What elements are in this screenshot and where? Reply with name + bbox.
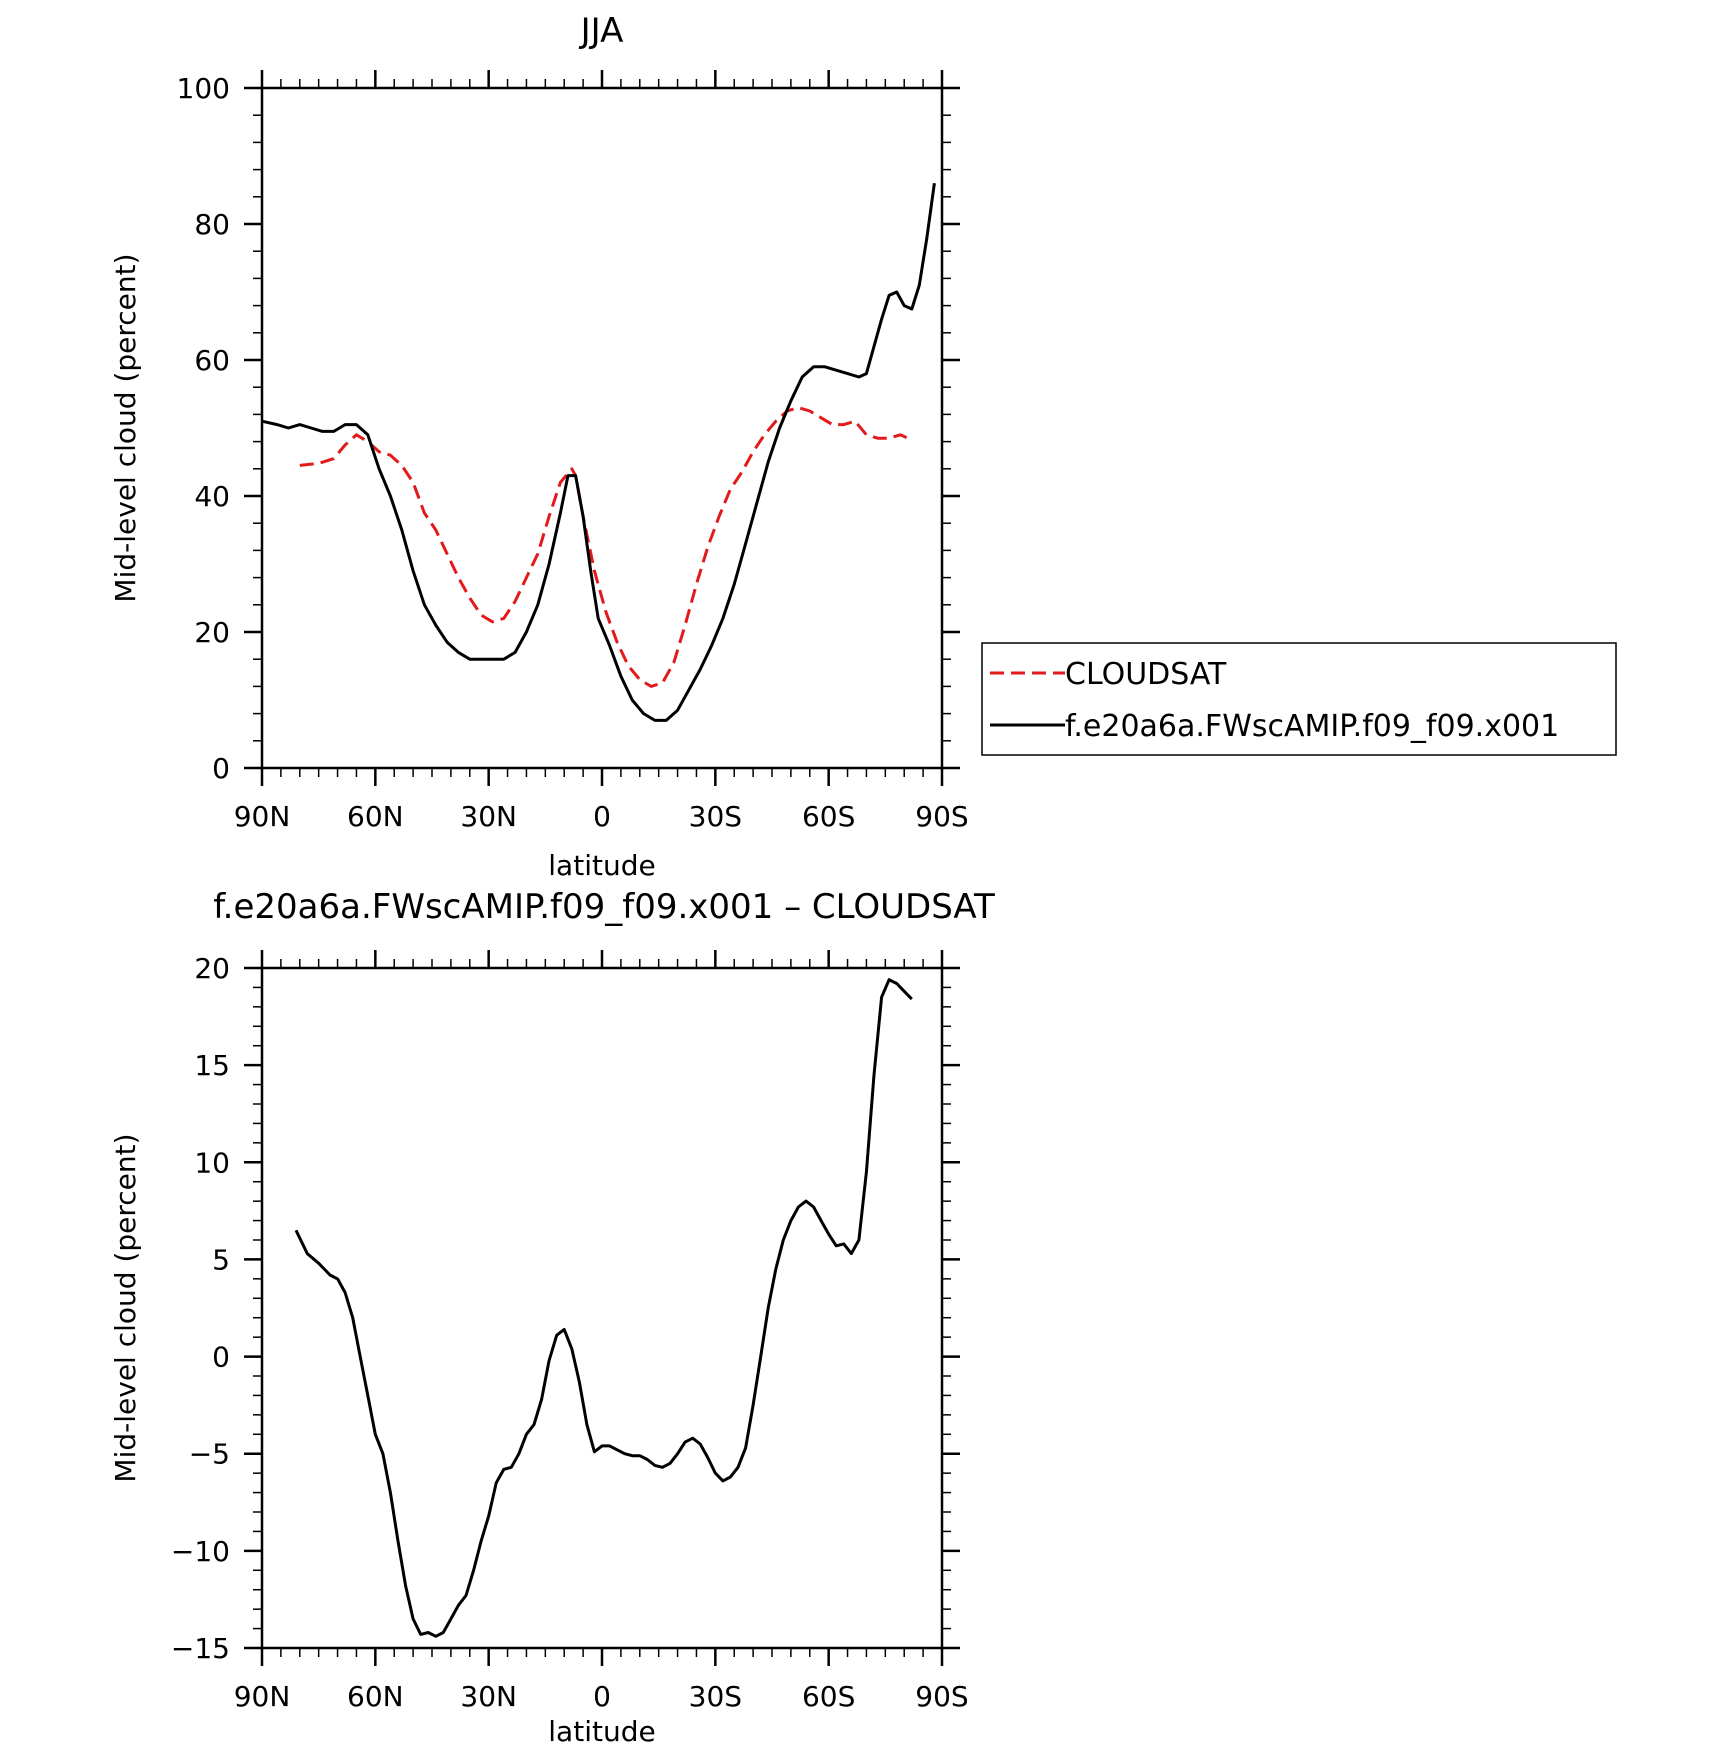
x-tick-label: 0 — [593, 800, 611, 833]
series-line-1 — [261, 182, 936, 722]
bottom-panel-title: f.e20a6a.FWscAMIP.f09_f09.x001 – CLOUDSA… — [213, 887, 995, 927]
top-panel-series — [261, 182, 936, 722]
y-tick-label: 20 — [194, 952, 230, 985]
series-line-0 — [294, 978, 913, 1638]
y-tick-label: 10 — [194, 1146, 230, 1179]
x-tick-label: 90S — [915, 1680, 968, 1713]
x-tick-label: 0 — [593, 1680, 611, 1713]
top-panel: JJA Mid-level cloud (percent) latitude 9… — [109, 11, 969, 882]
top-panel-ticks: 90N 60N 30N 0 30S 60S 90S 0 20 40 60 80 100 — [177, 70, 969, 833]
legend-box — [981, 642, 1617, 756]
x-tick-label: 60N — [347, 1680, 404, 1713]
y-tick-label: 100 — [177, 72, 230, 105]
y-tick-label: 0 — [212, 1341, 230, 1374]
x-tick-label: 60S — [802, 1680, 855, 1713]
x-tick-label: 60N — [347, 800, 404, 833]
y-tick-label: −10 — [171, 1535, 230, 1568]
series-line-0 — [299, 406, 909, 688]
bottom-panel-x-axis-label: latitude — [548, 1715, 655, 1745]
x-tick-label: 60S — [802, 800, 855, 833]
top-panel-y-axis-label: Mid-level cloud (percent) — [109, 253, 142, 602]
x-tick-label: 30S — [689, 800, 742, 833]
bottom-panel-frame — [260, 966, 944, 1650]
x-tick-label: 90S — [915, 800, 968, 833]
top-panel-x-axis-label: latitude — [548, 849, 655, 882]
x-tick-label: 30N — [460, 800, 517, 833]
top-panel-title: JJA — [579, 11, 624, 51]
bottom-panel-ticks: 90N 60N 30N 0 30S 60S 90S −15 −10 −5 0 5 10 15 20 — [171, 950, 969, 1713]
y-tick-label: 60 — [194, 344, 230, 377]
legend-label-model: f.e20a6a.FWscAMIP.f09_f09.x001 — [1065, 709, 1559, 744]
bottom-panel: f.e20a6a.FWscAMIP.f09_f09.x001 – CLOUDSA… — [109, 887, 995, 1745]
y-tick-label: −15 — [171, 1632, 230, 1665]
x-tick-label: 90N — [234, 800, 291, 833]
top-panel-frame — [260, 86, 944, 770]
y-tick-label: 0 — [212, 752, 230, 785]
y-tick-label: −5 — [189, 1438, 230, 1471]
y-tick-label: 80 — [194, 208, 230, 241]
legend: CLOUDSAT f.e20a6a.FWscAMIP.f09_f09.x001 — [981, 642, 1617, 756]
bottom-panel-series — [294, 978, 913, 1638]
x-tick-label: 30N — [460, 1680, 517, 1713]
legend-label-cloudsat: CLOUDSAT — [1065, 657, 1227, 692]
bottom-panel-y-axis-label: Mid-level cloud (percent) — [109, 1133, 142, 1482]
x-tick-label: 90N — [234, 1680, 291, 1713]
y-tick-label: 15 — [194, 1049, 230, 1082]
y-tick-label: 40 — [194, 480, 230, 513]
y-tick-label: 5 — [212, 1243, 230, 1276]
x-tick-label: 30S — [689, 1680, 742, 1713]
y-tick-label: 20 — [194, 616, 230, 649]
